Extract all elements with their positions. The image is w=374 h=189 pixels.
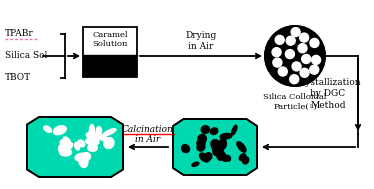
- Ellipse shape: [182, 145, 190, 153]
- Ellipse shape: [78, 140, 85, 147]
- Ellipse shape: [88, 144, 97, 151]
- Circle shape: [285, 50, 294, 59]
- Ellipse shape: [59, 149, 71, 156]
- Ellipse shape: [86, 132, 98, 140]
- Text: Crystallization
by DGC
Method: Crystallization by DGC Method: [295, 78, 361, 110]
- Ellipse shape: [96, 127, 102, 135]
- Circle shape: [272, 48, 281, 57]
- Ellipse shape: [220, 138, 226, 149]
- Ellipse shape: [239, 154, 246, 161]
- Text: TPABr: TPABr: [5, 29, 34, 39]
- Ellipse shape: [197, 143, 205, 151]
- Ellipse shape: [216, 151, 223, 160]
- Text: Caramel
Solution: Caramel Solution: [92, 31, 128, 48]
- Circle shape: [300, 68, 309, 77]
- Circle shape: [310, 38, 319, 47]
- Text: in Air: in Air: [135, 135, 160, 143]
- Ellipse shape: [58, 144, 68, 153]
- Ellipse shape: [63, 137, 71, 146]
- Ellipse shape: [192, 162, 199, 166]
- Text: Silica Sol: Silica Sol: [5, 51, 47, 60]
- Polygon shape: [173, 119, 257, 175]
- Ellipse shape: [201, 126, 209, 133]
- Circle shape: [275, 35, 284, 44]
- Ellipse shape: [210, 128, 218, 135]
- Ellipse shape: [237, 142, 246, 152]
- Circle shape: [291, 28, 300, 36]
- Ellipse shape: [213, 147, 224, 155]
- Text: Silica Colloidal
Particle(◦): Silica Colloidal Particle(◦): [263, 93, 327, 111]
- Ellipse shape: [218, 150, 227, 161]
- Ellipse shape: [212, 145, 223, 157]
- Ellipse shape: [204, 153, 212, 161]
- Text: TBOT: TBOT: [5, 74, 31, 83]
- Circle shape: [300, 33, 309, 42]
- Circle shape: [290, 75, 299, 84]
- Ellipse shape: [211, 140, 220, 149]
- Ellipse shape: [83, 153, 91, 160]
- Ellipse shape: [68, 143, 73, 149]
- Bar: [83, 27, 137, 77]
- Ellipse shape: [103, 129, 116, 136]
- Ellipse shape: [242, 157, 249, 164]
- Ellipse shape: [198, 134, 206, 143]
- Circle shape: [298, 44, 307, 53]
- Ellipse shape: [89, 133, 100, 142]
- Circle shape: [278, 67, 287, 76]
- Ellipse shape: [232, 125, 237, 135]
- Ellipse shape: [60, 139, 67, 146]
- Ellipse shape: [89, 125, 94, 138]
- Text: Calcination: Calcination: [122, 125, 174, 133]
- Ellipse shape: [104, 138, 114, 149]
- Ellipse shape: [86, 138, 99, 145]
- Bar: [83, 27, 137, 54]
- Ellipse shape: [91, 130, 95, 146]
- Circle shape: [310, 65, 319, 74]
- Circle shape: [273, 58, 282, 67]
- Ellipse shape: [79, 155, 88, 167]
- Ellipse shape: [75, 142, 80, 150]
- Circle shape: [292, 62, 301, 71]
- Ellipse shape: [200, 153, 209, 162]
- Circle shape: [312, 55, 321, 64]
- Circle shape: [265, 26, 325, 86]
- Ellipse shape: [226, 156, 230, 161]
- Ellipse shape: [201, 138, 204, 145]
- Circle shape: [302, 54, 311, 64]
- Ellipse shape: [44, 126, 52, 132]
- Polygon shape: [27, 117, 123, 177]
- Ellipse shape: [53, 126, 66, 135]
- Text: Drying
in Air: Drying in Air: [186, 31, 217, 51]
- Circle shape: [286, 36, 295, 45]
- Ellipse shape: [75, 153, 89, 161]
- Ellipse shape: [197, 139, 205, 147]
- Ellipse shape: [100, 134, 106, 141]
- Bar: [83, 54, 137, 77]
- Ellipse shape: [220, 133, 232, 139]
